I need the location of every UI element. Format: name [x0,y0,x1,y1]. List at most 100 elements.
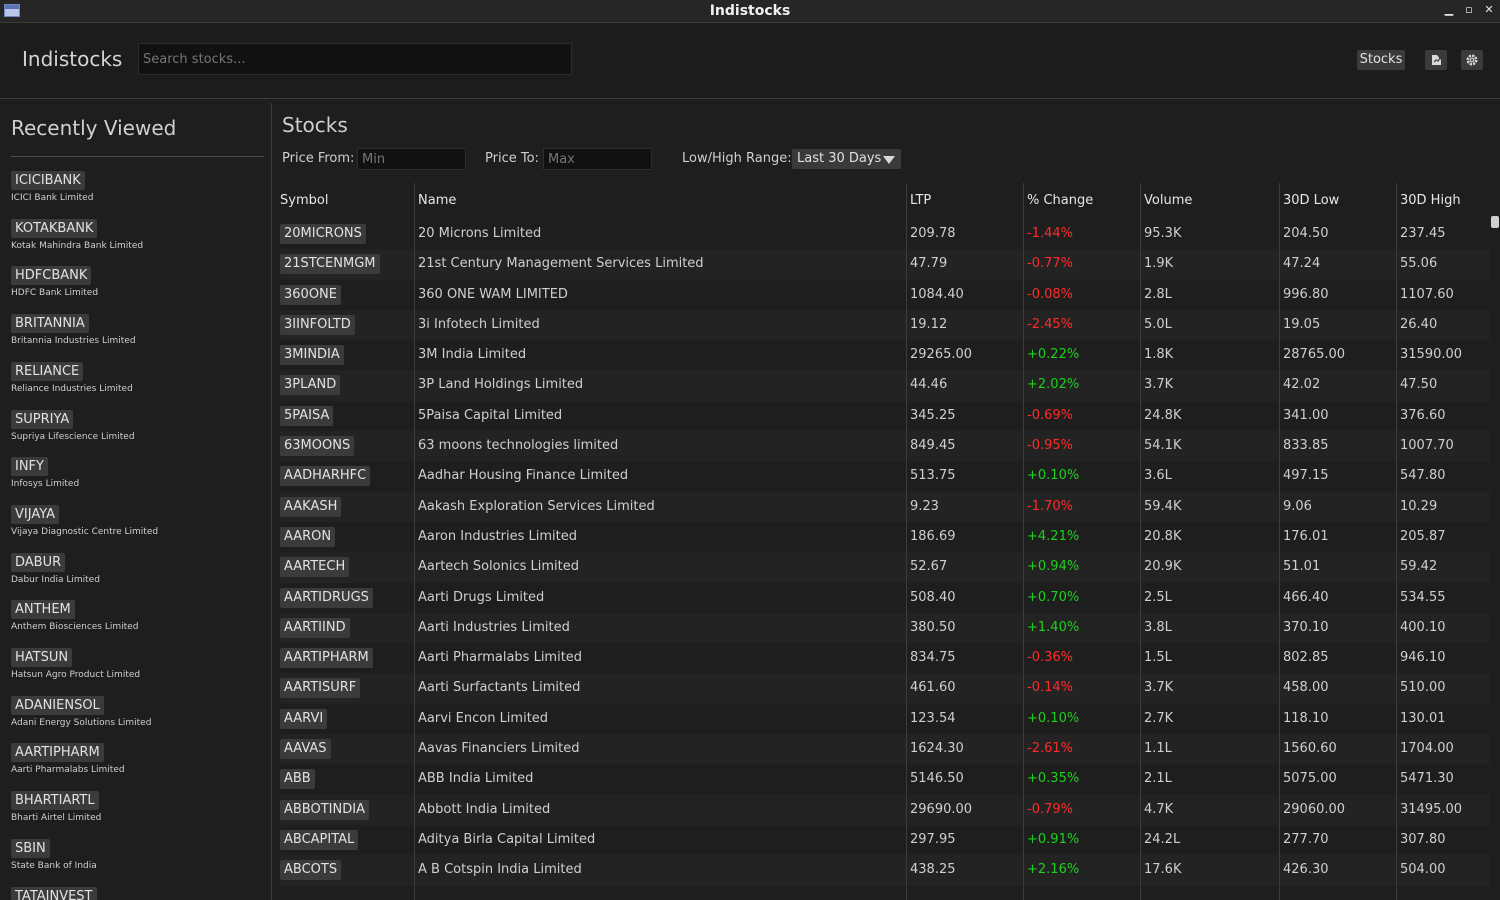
cell-symbol[interactable]: 21STCENMGM [280,249,380,279]
cell-symbol[interactable]: ABB [280,764,315,794]
recent-item[interactable]: ADANIENSOL Adani Energy Solutions Limited [11,694,151,728]
recent-item[interactable]: HATSUN Hatsun Agro Product Limited [11,646,140,680]
table-row[interactable]: 20MICRONS 20 Microns Limited 209.78 -1.44% 9… [280,219,1490,249]
symbol-chip[interactable]: AARVI [280,708,328,729]
symbol-chip[interactable]: AAKASH [280,496,342,517]
header-col-ltp[interactable]: LTP [910,193,932,208]
cell-symbol[interactable]: 3MINDIA [280,340,344,370]
recent-item[interactable]: KOTAKBANK Kotak Mahindra Bank Limited [11,217,143,251]
table-row[interactable]: ABCAPITAL Aditya Birla Capital Limited 297… [280,825,1490,855]
header-col-name[interactable]: Name [418,193,457,208]
recent-item-symbol[interactable]: BRITANNIA [11,314,89,334]
symbol-chip[interactable]: AARON [280,526,336,547]
recent-item[interactable]: BRITANNIA Britannia Industries Limited [11,312,136,346]
symbol-chip[interactable]: ABCOTS [280,860,342,881]
cell-symbol[interactable]: AARTIIND [280,613,350,643]
cell-symbol[interactable]: AAVAS [280,734,331,764]
header-col-volume[interactable]: Volume [1144,193,1193,208]
recent-item[interactable]: INFY Infosys Limited [11,455,79,489]
recent-item-symbol[interactable]: AARTIPHARM [11,743,104,763]
close-icon[interactable]: ✕ [1484,3,1494,16]
table-row[interactable]: AARON Aaron Industries Limited 186.69 +4.21… [280,522,1490,552]
recent-item[interactable]: SBIN State Bank of India [11,837,97,871]
symbol-chip[interactable]: 3MINDIA [280,345,344,366]
recent-item-symbol[interactable]: VIJAYA [11,504,60,524]
recent-item-symbol[interactable]: HATSUN [11,648,73,667]
table-row[interactable]: AARTIIND Aarti Industries Limited 380.50 +1… [280,612,1490,644]
cell-symbol[interactable]: AARTIDRUGS [280,583,373,613]
header-col-symbol[interactable]: Symbol [280,193,329,208]
scrollbar-thumb[interactable] [1491,216,1499,228]
cell-symbol[interactable]: AAKASH [280,492,342,522]
header-col-change[interactable]: % Change [1027,193,1094,208]
symbol-chip[interactable]: 63MOONS [280,436,355,457]
symbol-chip[interactable]: AADHARHFC [280,466,371,487]
recent-item[interactable]: AARTIPHARM Aarti Pharmalabs Limited [11,741,125,775]
range-dropdown[interactable]: Last 30 Days [792,149,901,169]
recent-item[interactable]: BHARTIARTL Bharti Airtel Limited [11,789,101,823]
symbol-chip[interactable]: 3PLAND [280,375,341,396]
symbol-chip[interactable]: 3IINFOLTD [280,314,355,335]
stocks-button[interactable]: Stocks [1357,50,1405,70]
recent-item[interactable]: HDFCBANK HDFC Bank Limited [11,264,98,298]
symbol-chip[interactable]: ABB [280,769,315,790]
recent-item-symbol[interactable]: INFY [11,457,48,477]
cell-symbol[interactable]: 5PAISA [280,401,334,431]
table-row[interactable]: AARVI Aarvi Encon Limited 123.54 +0.10% 2.7K… [280,704,1490,734]
table-row[interactable]: AARTIPHARM Aarti Pharmalabs Limited 834.75… [280,643,1490,673]
symbol-chip[interactable]: AARTIDRUGS [280,587,373,608]
recent-item-symbol[interactable]: SUPRIYA [11,409,74,429]
recent-item[interactable]: ICICIBANK ICICI Bank Limited [11,169,93,203]
header-col-low[interactable]: 30D Low [1283,193,1340,208]
column-divider[interactable] [1279,183,1280,900]
table-row[interactable]: 3PLAND 3P Land Holdings Limited 44.46 +2.02… [280,370,1490,401]
table-row[interactable]: AARTIDRUGS Aarti Drugs Limited 508.40 +0.70… [280,583,1490,613]
recent-item[interactable]: TATAINVEST [11,885,97,900]
table-row[interactable]: 5PAISA 5Paisa Capital Limited 345.25 -0.69%… [280,401,1490,431]
recent-item[interactable]: VIJAYA Vijaya Diagnostic Centre Limited [11,503,158,537]
symbol-chip[interactable]: ABCAPITAL [280,829,359,850]
maximize-icon[interactable]: ▫ [1465,3,1473,16]
table-row[interactable]: AARTECH Aartech Solonics Limited 52.67 +0.9… [280,552,1490,583]
recent-item-symbol[interactable]: ANTHEM [11,600,75,620]
table-row[interactable]: 3IINFOLTD 3i Infotech Limited 19.12 -2.45% 5… [280,309,1490,341]
recent-item[interactable]: DABUR Dabur India Limited [11,551,100,585]
column-divider[interactable] [1396,183,1397,900]
recent-item-symbol[interactable]: RELIANCE [11,361,84,381]
table-row[interactable]: AAVAS Aavas Financiers Limited 1624.30 -2.6… [280,734,1490,765]
symbol-chip[interactable]: 5PAISA [280,405,334,426]
recent-item[interactable]: RELIANCE Reliance Industries Limited [11,360,133,394]
cell-symbol[interactable]: ABCAPITAL [280,825,359,855]
cell-symbol[interactable]: AARON [280,522,336,552]
recent-item[interactable]: ANTHEM Anthem Biosciences Limited [11,598,138,632]
recent-item-symbol[interactable]: ADANIENSOL [11,695,104,715]
cell-symbol[interactable]: AARTECH [280,552,350,582]
minimize-icon[interactable]: ▁ [1444,3,1454,16]
table-row[interactable]: ABB ABB India Limited 5146.50 +0.35% 2.1L 507… [280,764,1490,794]
cell-symbol[interactable]: AARVI [280,704,328,734]
search-input[interactable] [138,43,572,75]
recent-item-symbol[interactable]: ICICIBANK [11,171,85,190]
gear-icon[interactable] [1461,50,1483,70]
symbol-chip[interactable]: AAVAS [280,739,331,760]
table-row[interactable]: AAKASH Aakash Exploration Services Limite… [280,491,1490,522]
cell-symbol[interactable]: 3PLAND [280,370,341,400]
cell-symbol[interactable]: 20MICRONS [280,219,366,249]
price-to-input[interactable] [543,148,652,170]
recent-item[interactable]: SUPRIYA Supriya Lifescience Limited [11,408,135,442]
column-divider[interactable] [1023,183,1024,900]
symbol-chip[interactable]: ABBOTINDIA [280,799,369,820]
symbol-chip[interactable]: AARTISURF [280,678,361,699]
cell-symbol[interactable]: ABCOTS [280,855,342,885]
symbol-chip[interactable]: 21STCENMGM [280,254,380,275]
table-row[interactable]: AADHARHFC Aadhar Housing Finance Limited 5… [280,461,1490,491]
cell-symbol[interactable]: 63MOONS [280,431,355,461]
table-row[interactable]: AARTISURF Aarti Surfactants Limited 461.60… [280,673,1490,704]
table-row[interactable]: 21STCENMGM 21st Century Management Servic… [280,249,1490,280]
table-scrollbar[interactable] [1490,216,1500,900]
symbol-chip[interactable]: AARTIIND [280,617,350,638]
table-row[interactable]: 3MINDIA 3M India Limited 29265.00 +0.22% 1.8… [280,340,1490,370]
cell-symbol[interactable]: AADHARHFC [280,461,371,491]
header-col-high[interactable]: 30D High [1400,193,1461,208]
recent-item-symbol[interactable]: TATAINVEST [11,886,97,900]
